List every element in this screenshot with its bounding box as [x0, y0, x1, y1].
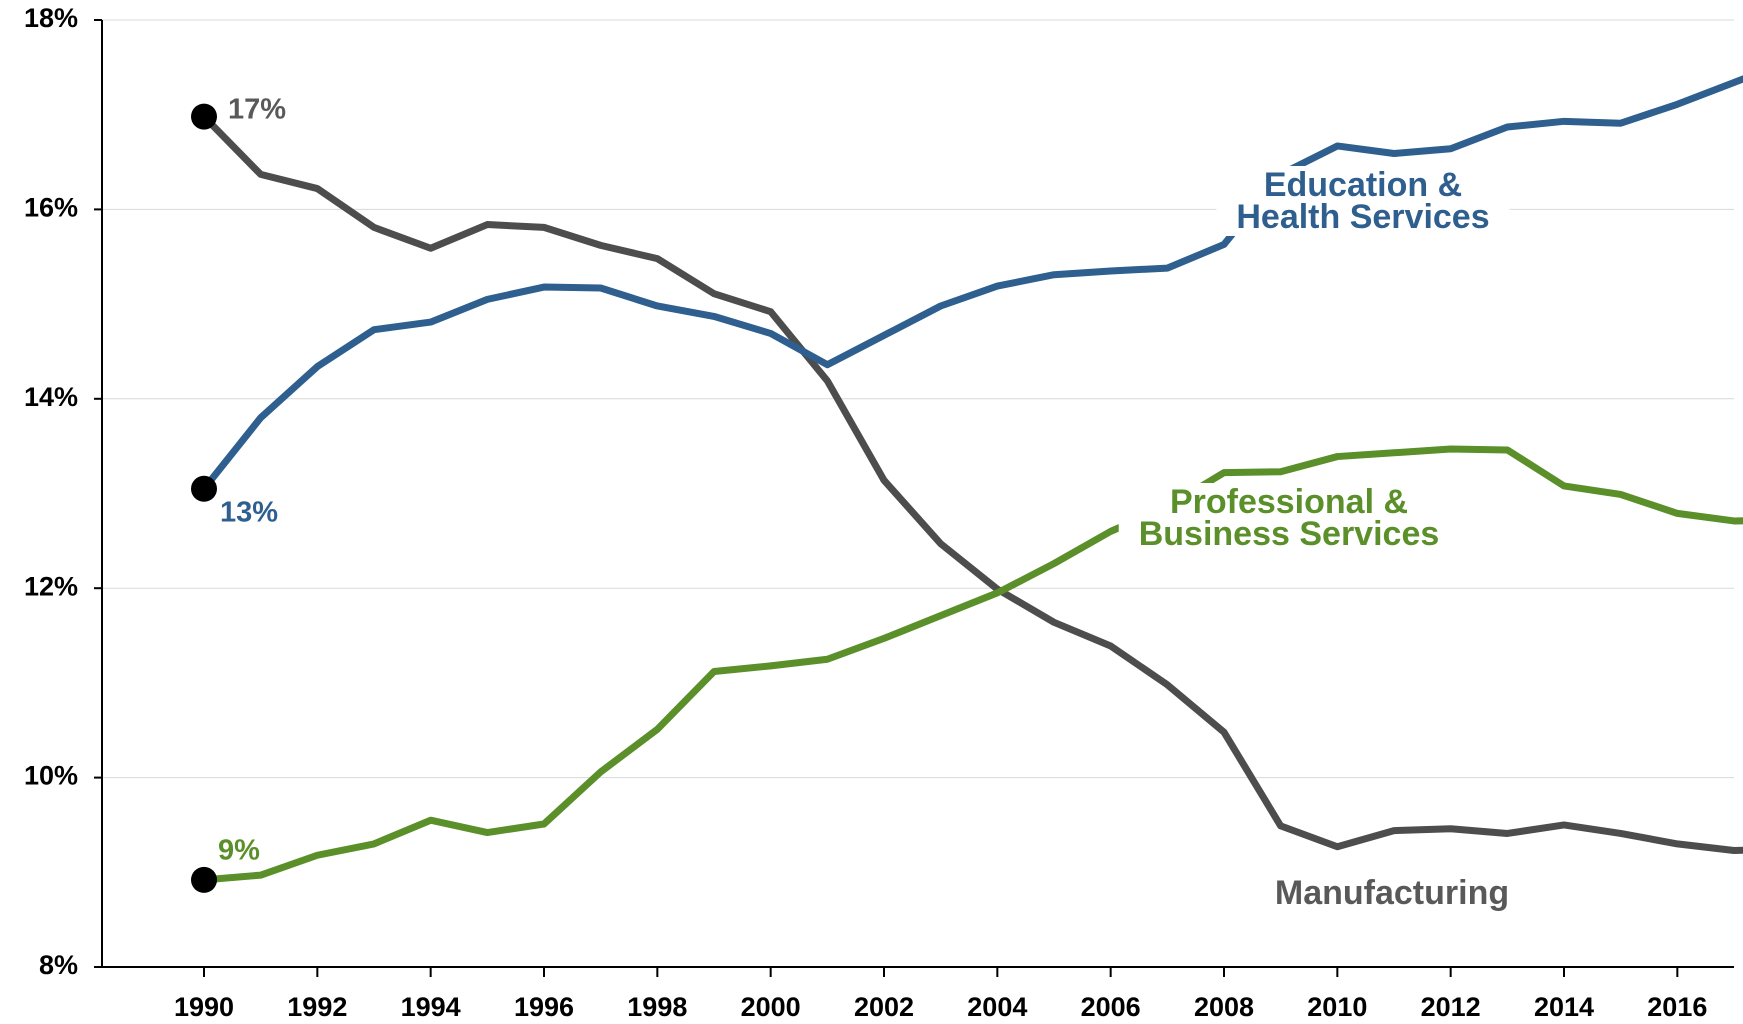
series-label: Education & Health Services: [1236, 166, 1489, 236]
end-point: [191, 103, 217, 130]
x-tick-label: 1998: [627, 992, 687, 1022]
end-point: [191, 866, 217, 893]
series-label: Manufacturing: [1275, 874, 1509, 912]
y-tick-label: 18%: [24, 3, 78, 33]
y-tick-label: 12%: [24, 571, 78, 601]
y-tick-label: 8%: [39, 950, 78, 980]
x-tick-label: 1994: [401, 992, 461, 1022]
series-label: Professional & Business Services: [1139, 483, 1440, 553]
value-label: 17%: [228, 93, 286, 125]
x-tick-label: 2014: [1534, 992, 1594, 1022]
value-label: 13%: [220, 496, 278, 528]
label-background: [1216, 165, 1510, 236]
series-line: [201, 75, 1743, 491]
x-tick-label: 1996: [514, 992, 574, 1022]
x-tick-label: 1992: [287, 992, 347, 1022]
x-tick-label: 2000: [741, 992, 801, 1022]
x-tick-label: 1990: [174, 992, 234, 1022]
label-background: [1118, 482, 1460, 553]
y-tick-label: 14%: [24, 382, 78, 412]
x-tick-label: 2004: [967, 992, 1027, 1022]
x-tick-label: 2010: [1307, 992, 1367, 1022]
value-label: 9%: [218, 835, 260, 867]
y-tick-label: 16%: [24, 193, 78, 223]
x-tick-label: 2016: [1647, 992, 1707, 1022]
end-point: [191, 475, 217, 502]
x-tick-label: 2008: [1194, 992, 1254, 1022]
x-tick-label: 2006: [1081, 992, 1141, 1022]
x-tick-label: 2002: [854, 992, 914, 1022]
y-tick-label: 10%: [24, 761, 78, 791]
series-line: [203, 445, 1743, 884]
series-line: [201, 114, 1743, 855]
x-tick-label: 2012: [1421, 992, 1481, 1022]
